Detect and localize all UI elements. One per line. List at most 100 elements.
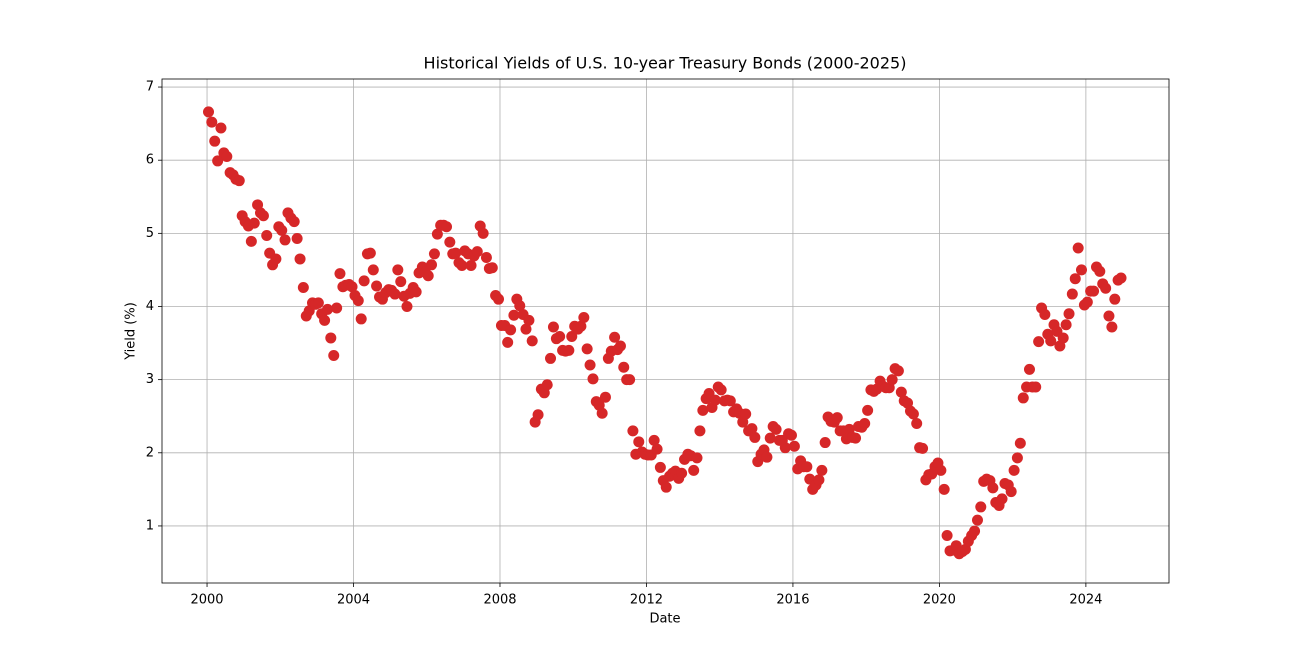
point bbox=[563, 344, 575, 356]
point bbox=[1017, 392, 1029, 404]
point bbox=[471, 246, 483, 258]
point bbox=[761, 451, 773, 463]
point bbox=[554, 330, 566, 342]
point bbox=[444, 236, 456, 248]
x-tick-label: 2008 bbox=[483, 593, 516, 608]
point bbox=[270, 253, 282, 265]
point bbox=[892, 365, 904, 377]
y-tick-label: 4 bbox=[146, 299, 154, 314]
point bbox=[514, 300, 526, 312]
point bbox=[1103, 310, 1115, 322]
point bbox=[389, 288, 401, 300]
point bbox=[1072, 242, 1084, 254]
point bbox=[709, 394, 721, 406]
point bbox=[596, 407, 608, 419]
point bbox=[566, 330, 578, 342]
point bbox=[724, 395, 736, 407]
point bbox=[508, 309, 520, 321]
point bbox=[941, 529, 953, 541]
point bbox=[1039, 309, 1051, 321]
x-axis-label: Date bbox=[649, 612, 680, 627]
point bbox=[1100, 282, 1112, 294]
x-tick-label: 2004 bbox=[337, 593, 370, 608]
point bbox=[587, 373, 599, 385]
point bbox=[1106, 321, 1118, 333]
point bbox=[212, 155, 224, 167]
point bbox=[392, 264, 404, 276]
point bbox=[520, 323, 532, 335]
point bbox=[493, 293, 505, 305]
point bbox=[526, 335, 538, 347]
point bbox=[697, 404, 709, 416]
point bbox=[1094, 265, 1106, 277]
point bbox=[746, 423, 758, 435]
point bbox=[547, 321, 559, 333]
point bbox=[395, 276, 407, 288]
point bbox=[450, 247, 462, 259]
y-tick-label: 1 bbox=[146, 518, 154, 533]
point bbox=[1109, 293, 1121, 305]
point bbox=[788, 440, 800, 452]
point bbox=[907, 408, 919, 420]
point bbox=[895, 386, 907, 398]
point bbox=[1011, 452, 1023, 464]
point bbox=[627, 425, 639, 437]
point bbox=[938, 483, 950, 495]
point bbox=[480, 251, 492, 263]
point bbox=[1060, 319, 1072, 331]
point bbox=[322, 303, 334, 315]
point bbox=[358, 275, 370, 287]
y-tick-label: 5 bbox=[146, 226, 154, 241]
point bbox=[886, 374, 898, 386]
point bbox=[749, 431, 761, 443]
point bbox=[248, 217, 260, 229]
x-tick-label: 2020 bbox=[923, 593, 956, 608]
point bbox=[609, 331, 621, 343]
point bbox=[1075, 264, 1087, 276]
point bbox=[401, 300, 413, 312]
point bbox=[1030, 381, 1042, 393]
point bbox=[261, 230, 273, 242]
point bbox=[996, 493, 1008, 505]
point bbox=[371, 280, 383, 292]
point bbox=[935, 464, 947, 476]
point bbox=[456, 260, 468, 272]
point bbox=[206, 116, 218, 128]
point bbox=[1081, 296, 1093, 308]
point bbox=[294, 253, 306, 265]
plot-frame bbox=[161, 78, 1170, 584]
point bbox=[426, 259, 438, 271]
point bbox=[209, 135, 221, 147]
point bbox=[688, 464, 700, 476]
point bbox=[441, 221, 453, 233]
point bbox=[1005, 486, 1017, 498]
point bbox=[1063, 308, 1075, 320]
point bbox=[319, 314, 331, 326]
point bbox=[651, 443, 663, 455]
point bbox=[541, 379, 553, 391]
point bbox=[1033, 336, 1045, 348]
x-tick-label: 2016 bbox=[776, 593, 809, 608]
point bbox=[257, 210, 269, 222]
point bbox=[291, 232, 303, 244]
point bbox=[233, 175, 245, 187]
point bbox=[545, 352, 557, 364]
point bbox=[532, 409, 544, 421]
point bbox=[578, 311, 590, 323]
point bbox=[1014, 437, 1026, 449]
point bbox=[584, 359, 596, 371]
grid bbox=[162, 79, 1169, 583]
point bbox=[660, 481, 672, 493]
point bbox=[654, 461, 666, 473]
point bbox=[971, 514, 983, 526]
points bbox=[203, 106, 1127, 560]
point bbox=[477, 227, 489, 239]
point bbox=[785, 429, 797, 441]
point bbox=[770, 423, 782, 435]
point bbox=[648, 434, 660, 446]
point bbox=[862, 404, 874, 416]
point bbox=[431, 228, 443, 240]
y-tick-label: 2 bbox=[146, 445, 154, 460]
point bbox=[1066, 288, 1078, 300]
